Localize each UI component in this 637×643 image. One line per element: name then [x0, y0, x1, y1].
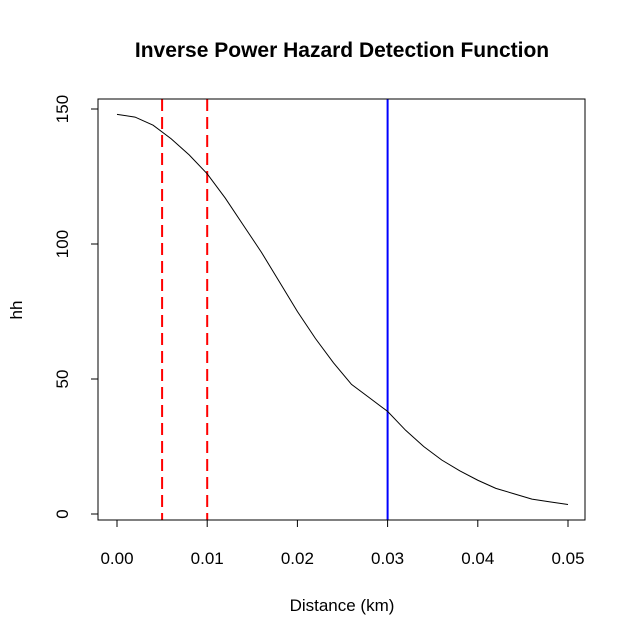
- y-axis: 0 50 100 150: [53, 95, 99, 519]
- y-tick-label: 50: [53, 370, 72, 389]
- x-tick-label: 0.03: [371, 549, 404, 568]
- y-tick-label: 0: [53, 509, 72, 518]
- x-tick-label: 0.04: [461, 549, 494, 568]
- x-axis: 0.00 0.01 0.02 0.03 0.04 0.05: [100, 519, 585, 568]
- x-tick-label: 0.02: [281, 549, 314, 568]
- reference-lines: [161, 99, 389, 520]
- y-tick-label: 100: [53, 230, 72, 258]
- x-tick-label: 0.00: [100, 549, 133, 568]
- x-tick-label: 0.05: [551, 549, 584, 568]
- chart-title: Inverse Power Hazard Detection Function: [135, 39, 549, 62]
- detection-curve: [116, 113, 569, 506]
- y-tick-label: 150: [53, 95, 72, 123]
- x-tick-label: 0.01: [191, 549, 224, 568]
- plot-frame: [97, 98, 586, 521]
- x-axis-label: Distance (km): [290, 596, 395, 615]
- y-axis-label: hh: [7, 301, 26, 320]
